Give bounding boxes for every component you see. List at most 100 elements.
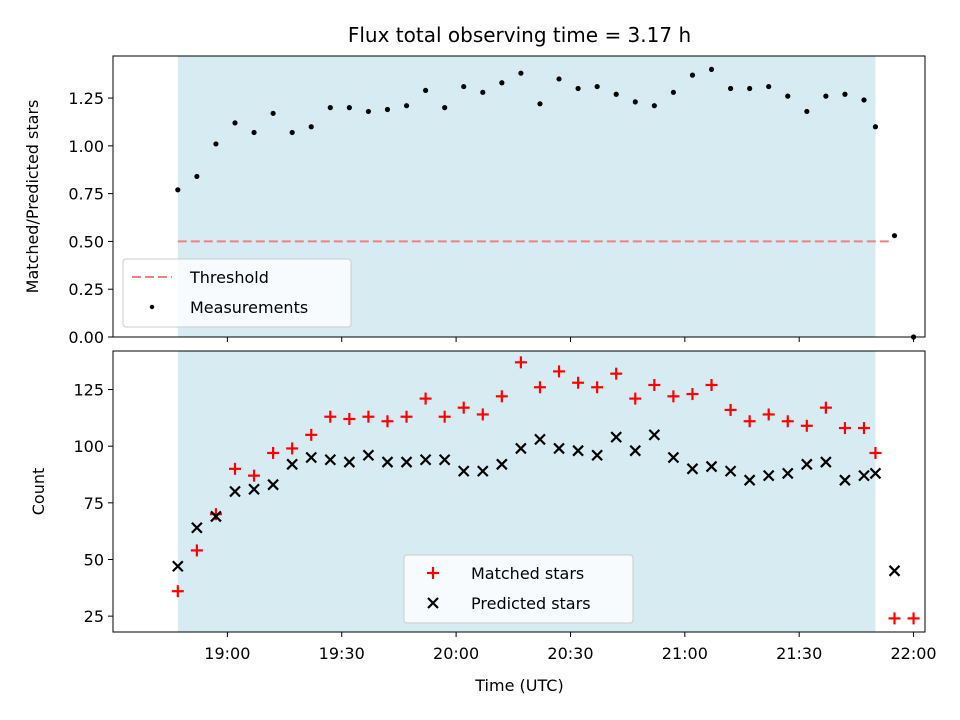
y-tick-label: 0.00 [68, 328, 104, 347]
matched-stars-point [907, 612, 920, 625]
x-tick-label: 19:30 [319, 644, 365, 663]
matched-stars-point [267, 446, 280, 459]
matched-stars-point [819, 401, 832, 414]
predicted-stars-point [457, 465, 470, 477]
predicted-stars-point [820, 456, 832, 468]
predicted-stars-point [496, 458, 508, 471]
predicted-stars-point [610, 431, 622, 443]
matched-stars-point [248, 469, 261, 482]
matched-stars-point [476, 408, 489, 421]
x-tick-label: 20:30 [547, 644, 593, 663]
y-tick-label: 0.75 [68, 185, 104, 204]
matched-stars-point [228, 462, 241, 475]
y-tick-label: 125 [73, 381, 104, 400]
measurement-point [842, 91, 848, 97]
top-y-ticks: 0.00 0.25 0.50 0.75 1.00 1.25 [68, 89, 113, 347]
x-tick-label: 21:00 [662, 644, 708, 663]
measurement-point [518, 70, 524, 76]
measurement-point [766, 83, 772, 90]
matched-stars-point [858, 422, 871, 435]
legend-measurements-label: Measurements [190, 298, 308, 317]
measurement-point [804, 108, 810, 115]
matched-stars-point [800, 419, 813, 432]
predicted-stars-point [248, 483, 260, 496]
matched-stars-point [305, 428, 318, 441]
predicted-stars-point [324, 453, 337, 466]
predicted-stars-point [419, 453, 432, 466]
predicted-stars-point [705, 460, 718, 473]
predicted-stars-point [362, 449, 375, 462]
measurement-point [194, 173, 200, 180]
measurement-point [384, 106, 391, 113]
predicted-stars-point [477, 465, 489, 477]
x-axis-label: Time (UTC) [474, 676, 563, 695]
predicted-stars-point [762, 469, 775, 482]
matched-stars-point [686, 388, 699, 401]
bottom-plot-frame [112, 350, 926, 633]
predicted-stars-point [515, 442, 527, 455]
matched-stars-point [457, 401, 470, 414]
predicted-stars-point [591, 449, 603, 462]
y-tick-label: 1.25 [68, 89, 104, 108]
legend-matched-swatch [427, 567, 439, 579]
measurement-point [727, 85, 734, 92]
y-tick-label: 1.00 [68, 137, 104, 156]
legend-matched-label: Matched stars [471, 564, 584, 583]
predicted-stars-point [381, 456, 394, 468]
measurement-point [499, 80, 505, 86]
matched-stars-point [648, 378, 661, 391]
y-tick-label: 50 [84, 550, 104, 569]
predicted-stars-point [286, 458, 298, 471]
predicted-stars-point [648, 429, 661, 441]
measurement-point [651, 103, 657, 109]
matched-stars-point [324, 410, 337, 423]
bottom-y-axis-label: Count [29, 468, 48, 516]
measurement-point [613, 91, 619, 97]
predicted-stars-point [667, 451, 680, 464]
measurement-point [346, 105, 352, 111]
matched-stars-point [438, 410, 451, 423]
measurement-point [308, 124, 314, 130]
measurement-point [556, 76, 562, 82]
predicted-stars-point [686, 463, 699, 475]
measurement-point [891, 233, 898, 239]
y-tick-label: 75 [84, 494, 104, 513]
matched-stars-point [781, 415, 794, 428]
top-legend-box [122, 258, 352, 328]
top-plot-frame [112, 55, 926, 338]
matched-stars-point [343, 412, 356, 425]
matched-stars-point [286, 442, 299, 455]
matched-stars-point [869, 446, 882, 459]
chart-title: Flux total observing time = 3.17 h [348, 23, 691, 47]
predicted-stars-point [801, 458, 813, 471]
matched-stars-point [629, 392, 642, 405]
predicted-stars-point [534, 433, 546, 446]
matched-stars-point [362, 410, 375, 423]
legend-threshold-label: Threshold [189, 268, 269, 287]
measurement-point [575, 85, 581, 92]
matched-stars-point [591, 381, 604, 394]
y-tick-label: 25 [84, 607, 104, 626]
predicted-stars-point [743, 474, 756, 486]
bottom-series-group [171, 356, 920, 625]
matched-stars-point [572, 376, 585, 389]
bottom-legend: Matched stars Predicted stars [403, 554, 634, 624]
predicted-stars-point [781, 467, 794, 480]
measurement-point [270, 110, 276, 116]
bottom-y-ticks: 25 50 75 100 125 [73, 381, 113, 626]
y-tick-label: 0.25 [68, 280, 104, 299]
measurement-point [708, 66, 715, 72]
legend-predicted-label: Predicted stars [471, 594, 591, 613]
measurement-point [537, 101, 543, 107]
predicted-stars-point [400, 456, 413, 468]
measurement-point [823, 93, 829, 99]
predicted-stars-point [191, 521, 203, 534]
predicted-stars-point [572, 444, 584, 457]
predicted-stars-point [343, 456, 356, 468]
top-panel: 0.00 0.25 0.50 0.75 1.00 1.25 Matched/Predict… [23, 55, 926, 347]
top-legend: Threshold Measurements [122, 258, 352, 328]
measurement-point [442, 105, 448, 111]
measurement-point [175, 187, 181, 193]
measurement-point [327, 105, 333, 111]
matched-stars-point [400, 410, 413, 423]
